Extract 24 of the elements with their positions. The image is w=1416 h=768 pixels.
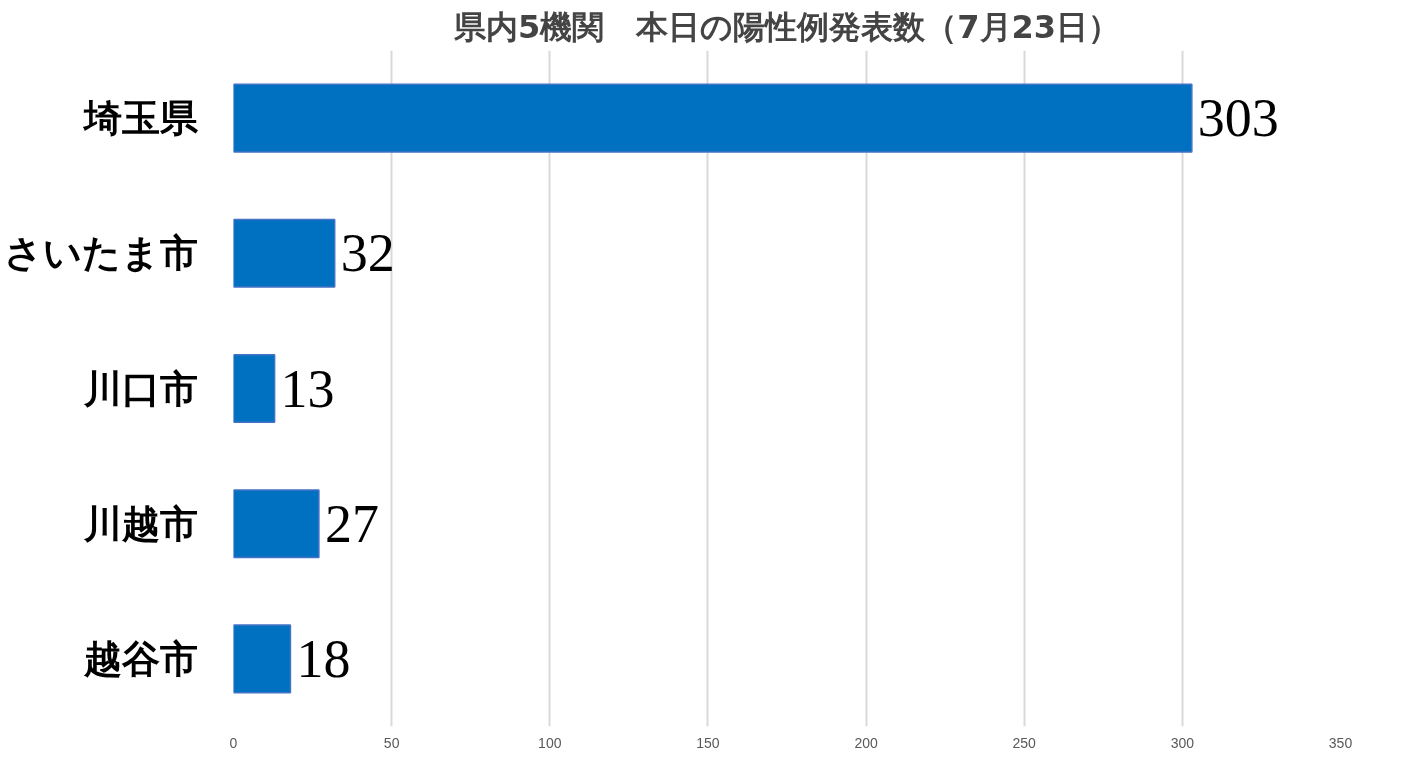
bar — [233, 83, 1193, 153]
y-tick-label: 川越市 — [82, 502, 198, 545]
data-label: 32 — [340, 223, 395, 284]
x-tick-label: 300 — [1170, 734, 1195, 751]
data-label: 27 — [324, 493, 379, 554]
data-label: 303 — [1197, 88, 1279, 149]
y-tick-label: 越谷市 — [82, 637, 198, 680]
y-tick-label: さいたま市 — [3, 232, 198, 275]
bar — [233, 489, 320, 559]
x-tick-label: 200 — [854, 734, 878, 751]
bar — [233, 353, 276, 424]
bar — [233, 624, 292, 694]
data-label: 18 — [296, 628, 351, 689]
chart-title: 県内5機関 本日の陽性例発表数（7月23日） — [452, 7, 1121, 46]
bar — [233, 218, 336, 288]
x-tick-label: 100 — [538, 734, 562, 751]
x-tick-label: 0 — [229, 734, 238, 751]
x-tick-label: 50 — [383, 734, 400, 751]
x-tick-label: 250 — [1012, 734, 1037, 751]
data-label: 13 — [280, 358, 335, 419]
x-tick-label: 150 — [696, 734, 720, 751]
y-tick-label: 埼玉県 — [81, 97, 199, 140]
x-tick-label: 350 — [1328, 734, 1353, 751]
y-tick-label: 川口市 — [82, 367, 198, 410]
